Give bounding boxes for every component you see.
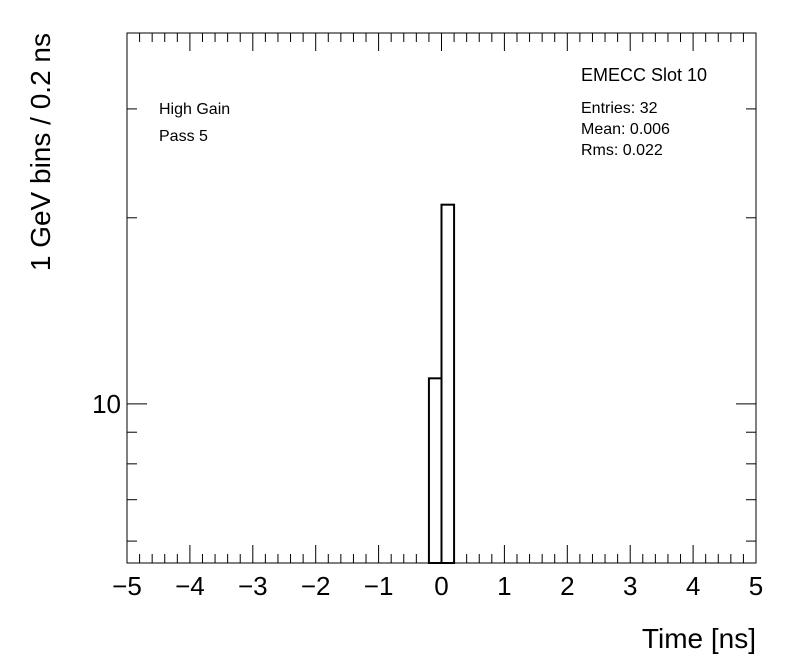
stats-entry: Mean: 0.006 [581,121,670,138]
annotation: Pass 5 [159,128,208,145]
x-axis-title: Time [ns] [642,623,756,654]
y-axis-title: 1 GeV bins / 0.2 ns [25,33,56,271]
x-tick-label: 5 [749,571,763,601]
y-tick-label: 10 [92,389,121,419]
annotation: High Gain [159,101,230,118]
x-tick-label: −4 [175,571,205,601]
stats-entry: Entries: 32 [581,100,658,117]
x-tick-label: −5 [112,571,142,601]
x-tick-label: −2 [301,571,331,601]
x-tick-label: 0 [434,571,448,601]
x-tick-label: 1 [497,571,511,601]
x-tick-label: −3 [238,571,268,601]
x-tick-label: 4 [686,571,700,601]
x-tick-label: 2 [560,571,574,601]
histogram-bar [440,203,456,564]
x-tick-label: 3 [623,571,637,601]
x-tick-label: −1 [364,571,394,601]
stats-title: EMECC Slot 10 [581,65,707,85]
stats-entry: Rms: 0.022 [581,142,663,159]
histogram-bar [427,377,443,564]
